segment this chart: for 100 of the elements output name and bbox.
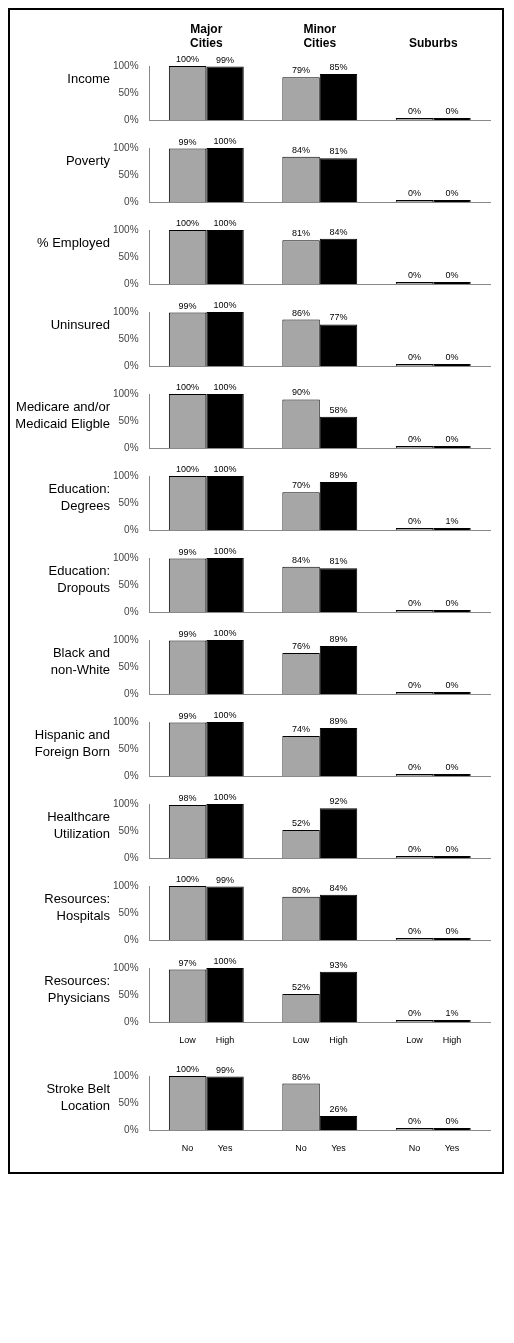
data-label: 100% bbox=[213, 791, 237, 802]
y-tick-label: 50% bbox=[118, 824, 139, 836]
data-label: 58% bbox=[329, 404, 348, 415]
chart-title: Poverty bbox=[64, 152, 110, 169]
data-label: 0% bbox=[408, 187, 422, 198]
data-label: 80% bbox=[292, 884, 311, 895]
data-label: 99% bbox=[178, 628, 197, 639]
series-label: Low bbox=[179, 1034, 197, 1045]
text: Education: Dropouts bbox=[47, 562, 110, 596]
data-label: 100% bbox=[213, 217, 237, 228]
data-label: 100% bbox=[176, 463, 200, 474]
y-tick-label: 50% bbox=[118, 988, 139, 1000]
y-tick-label: 0% bbox=[124, 113, 139, 125]
y-tick-label: 100% bbox=[113, 141, 139, 153]
y-tick-label: 0% bbox=[124, 441, 139, 453]
data-label: 0% bbox=[445, 105, 459, 116]
bar bbox=[319, 568, 358, 612]
y-tick-label: 50% bbox=[118, 414, 139, 426]
data-label: 99% bbox=[178, 300, 197, 311]
data-label: 99% bbox=[216, 1064, 235, 1075]
chart-title: Income bbox=[66, 70, 110, 87]
data-label: 0% bbox=[408, 105, 422, 116]
y-tick-label: 50% bbox=[118, 250, 139, 262]
y-tick-label: 0% bbox=[124, 687, 139, 699]
data-label: 89% bbox=[329, 469, 348, 480]
y-tick-label: 0% bbox=[124, 523, 139, 535]
data-label: 100% bbox=[213, 627, 237, 638]
text: Healthcare Utilization bbox=[46, 808, 110, 842]
y-tick-label: 0% bbox=[124, 1015, 139, 1027]
data-label: 0% bbox=[408, 1115, 422, 1126]
data-label: 52% bbox=[292, 817, 311, 828]
data-label: 100% bbox=[213, 955, 237, 966]
data-label: 0% bbox=[445, 597, 459, 608]
text: Hispanic and Foreign Born bbox=[33, 726, 110, 760]
data-label: 84% bbox=[329, 226, 348, 237]
x-tick-label: Minor Cities bbox=[303, 22, 337, 51]
text: Resources: Hospitals bbox=[43, 890, 110, 924]
data-label: 0% bbox=[408, 843, 422, 854]
bar bbox=[319, 481, 358, 530]
bar bbox=[319, 74, 358, 120]
data-label: 84% bbox=[292, 554, 311, 565]
series-label: No bbox=[181, 1142, 194, 1153]
data-label: 84% bbox=[329, 882, 348, 893]
data-label: 92% bbox=[329, 796, 348, 807]
y-tick-label: 100% bbox=[113, 305, 139, 317]
data-label: 99% bbox=[178, 710, 197, 721]
text: Low bbox=[406, 1034, 423, 1045]
text: No bbox=[408, 1142, 421, 1153]
y-tick-label: 50% bbox=[118, 1096, 139, 1108]
data-label: 81% bbox=[292, 228, 311, 239]
y-tick-label: 0% bbox=[124, 933, 139, 945]
y-tick-label: 0% bbox=[124, 277, 139, 289]
data-label: 52% bbox=[292, 981, 311, 992]
data-label: 90% bbox=[292, 387, 311, 398]
data-label: 89% bbox=[329, 715, 348, 726]
y-tick-label: 50% bbox=[118, 332, 139, 344]
data-label: 70% bbox=[292, 480, 311, 491]
y-tick-label: 0% bbox=[124, 605, 139, 617]
series-label: High bbox=[215, 1034, 235, 1045]
y-tick-label: 50% bbox=[118, 496, 139, 508]
data-label: 0% bbox=[445, 1115, 459, 1126]
data-label: 100% bbox=[213, 463, 237, 474]
data-label: 77% bbox=[329, 312, 348, 323]
data-label: 84% bbox=[292, 144, 311, 155]
data-label: 0% bbox=[408, 269, 422, 280]
data-label: 86% bbox=[292, 307, 311, 318]
bar bbox=[319, 238, 358, 284]
x-tick-label: Major Cities bbox=[189, 22, 223, 51]
text: No bbox=[295, 1142, 307, 1153]
data-label: 99% bbox=[178, 136, 197, 147]
y-tick-label: 50% bbox=[118, 660, 139, 672]
data-label: 0% bbox=[408, 433, 422, 444]
data-label: 0% bbox=[445, 843, 459, 854]
data-label: 98% bbox=[178, 793, 197, 804]
data-label: 0% bbox=[445, 187, 459, 198]
series-label: Yes bbox=[217, 1142, 233, 1153]
y-tick-label: 50% bbox=[118, 906, 139, 918]
y-tick-label: 100% bbox=[113, 633, 139, 645]
data-label: 86% bbox=[292, 1071, 311, 1082]
x-tick-label: Suburbs bbox=[408, 36, 458, 51]
y-tick-label: 100% bbox=[113, 59, 139, 71]
y-tick-label: 0% bbox=[124, 851, 139, 863]
y-tick-label: 100% bbox=[113, 797, 139, 809]
data-label: 99% bbox=[216, 874, 235, 885]
data-label: 100% bbox=[176, 873, 200, 884]
bar bbox=[319, 324, 358, 366]
data-label: 74% bbox=[292, 724, 311, 735]
y-tick-label: 0% bbox=[124, 195, 139, 207]
bar bbox=[319, 158, 358, 202]
data-label: 0% bbox=[408, 761, 422, 772]
data-label: 89% bbox=[329, 633, 348, 644]
data-label: 0% bbox=[408, 515, 422, 526]
text: Medicare and/or Medicaid Eligble bbox=[14, 398, 110, 432]
text: Resources: Physicians bbox=[43, 972, 110, 1006]
data-label: 100% bbox=[176, 1063, 200, 1074]
text: High bbox=[329, 1034, 348, 1045]
data-label: 100% bbox=[213, 135, 237, 146]
y-tick-label: 100% bbox=[113, 551, 139, 563]
text: Stroke Belt Location bbox=[45, 1080, 110, 1114]
data-label: 81% bbox=[329, 556, 348, 567]
